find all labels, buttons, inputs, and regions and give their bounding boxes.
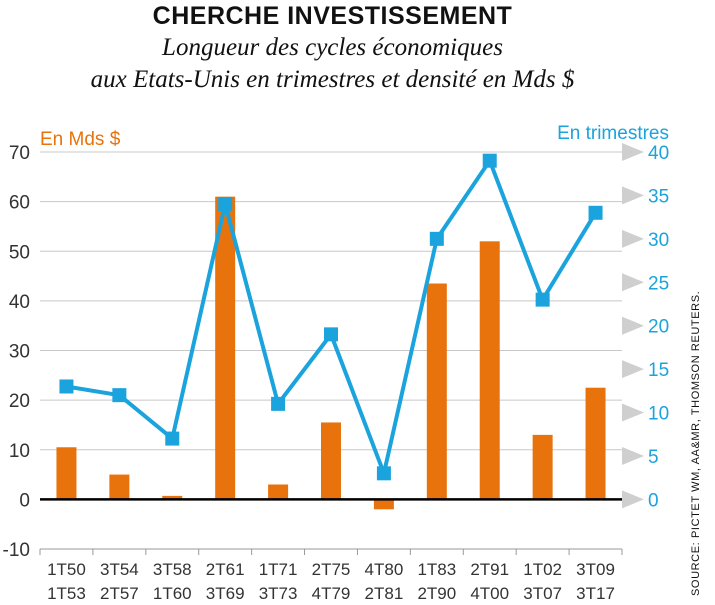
bar [585, 387, 606, 500]
chart-subtitle-line-1: Longueur des cycles économiques [162, 34, 503, 61]
right-axis-label: En trimestres [557, 123, 669, 144]
line-point [165, 431, 180, 446]
chart-title: CHERCHE INVESTISSEMENT [152, 2, 513, 30]
right-tick-arrow [622, 143, 644, 161]
bar [426, 283, 447, 500]
right-tick-arrow [622, 229, 644, 248]
bar [479, 241, 500, 500]
x-tick-label: 2T81 [365, 584, 404, 603]
line-point [588, 205, 603, 220]
x-tick-label: 1T83 [417, 560, 456, 579]
left-tick-label: 60 [9, 193, 30, 214]
left-tick-label: 10 [9, 441, 30, 462]
x-tick-label: 1T71 [259, 560, 298, 579]
right-tick-arrow [622, 490, 644, 509]
line-point [59, 379, 74, 394]
line-point [271, 396, 286, 411]
right-tick-label: 35 [648, 186, 669, 207]
gridlines [40, 151, 622, 451]
line-point [429, 231, 444, 246]
x-tick-label: 3T09 [576, 560, 615, 579]
x-tick-label: 3T73 [259, 584, 298, 603]
left-tick-label: 30 [9, 342, 30, 363]
left-tick-label: -10 [3, 540, 30, 561]
x-tick-label: 2T57 [100, 584, 139, 603]
x-tick-label: 3T58 [153, 560, 192, 579]
right-tick-label: 0 [648, 490, 659, 511]
x-tick-label: 3T69 [206, 584, 245, 603]
x-tick-label: 2T75 [312, 560, 351, 579]
left-tick-label: 50 [9, 242, 30, 263]
right-tick-arrow [622, 403, 644, 422]
line-point [535, 292, 550, 307]
bar [56, 447, 77, 500]
chart-subtitle-line-2: aux Etats-Unis en trimestres et densité … [90, 66, 575, 93]
right-tick-label: 40 [648, 143, 669, 164]
bar [532, 434, 553, 500]
left-tick-label: 70 [9, 143, 30, 164]
bar [268, 484, 289, 500]
x-tick-label: 1T50 [47, 560, 86, 579]
line-series [59, 153, 603, 481]
x-tick-label: 1T53 [47, 584, 86, 603]
x-tick-label: 4T00 [470, 584, 509, 603]
right-tick-arrow [622, 446, 644, 465]
axes: 706050403020100-1040353025201510501T501T… [3, 143, 669, 603]
left-tick-label: 0 [19, 490, 30, 511]
x-tick-label: 1T60 [153, 584, 192, 603]
line-point [218, 197, 233, 212]
right-tick-arrow [622, 360, 644, 379]
x-tick-label: 3T07 [523, 584, 562, 603]
right-tick-arrow [622, 316, 644, 335]
right-tick-arrow [622, 273, 644, 292]
left-tick-label: 20 [9, 391, 30, 412]
line-point [376, 466, 391, 481]
x-tick-label: 1T02 [523, 560, 562, 579]
line-point [112, 388, 127, 403]
right-tick-label: 15 [648, 360, 669, 381]
line-point [482, 153, 497, 168]
bar-series [56, 196, 606, 510]
right-tick-label: 30 [648, 230, 669, 251]
bar [373, 499, 394, 510]
x-tick-label: 4T79 [312, 584, 351, 603]
x-tick-label: 2T90 [417, 584, 456, 603]
right-tick-arrow [622, 186, 644, 205]
line-point [324, 327, 338, 342]
x-tick-label: 3T54 [100, 560, 139, 579]
x-tick-label: 3T17 [576, 584, 615, 603]
right-tick-label: 25 [648, 273, 669, 294]
bar [109, 474, 130, 500]
right-tick-label: 20 [648, 317, 669, 338]
right-tick-label: 5 [648, 447, 659, 468]
source-note: SOURCE: PICTET WM, AA&MR, THOMSON REUTER… [690, 290, 702, 596]
x-tick-label: 2T91 [470, 560, 509, 579]
bar [162, 495, 183, 500]
bar [215, 196, 236, 500]
x-tick-label: 2T61 [206, 560, 245, 579]
left-axis-label: En Mds $ [40, 129, 121, 150]
right-tick-label: 10 [648, 404, 669, 425]
x-tick-label: 4T80 [365, 560, 404, 579]
left-tick-label: 40 [9, 292, 30, 313]
bar [321, 422, 341, 500]
